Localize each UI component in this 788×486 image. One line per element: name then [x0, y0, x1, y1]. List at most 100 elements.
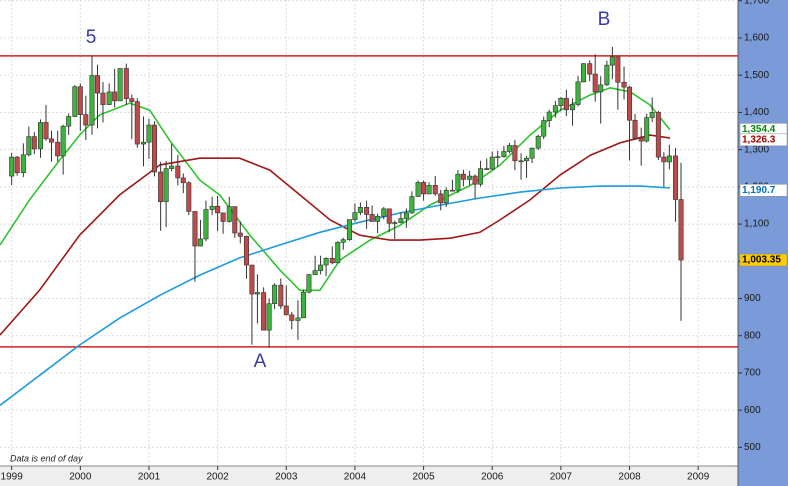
candle-body [129, 98, 135, 102]
x-tick-label: 2006 [481, 472, 504, 483]
candle-body [83, 114, 89, 126]
candle-body [237, 232, 243, 237]
x-tick-label: 2008 [618, 472, 641, 483]
candle-body [215, 205, 221, 214]
x-tick-label: 2004 [344, 472, 367, 483]
candle-body [381, 208, 387, 217]
y-tick-label: 1,100 [744, 219, 769, 230]
y-tick-label: 500 [744, 442, 761, 453]
candle-body [638, 137, 644, 142]
candle-body [346, 219, 352, 240]
candle-body [535, 135, 541, 149]
candle-body [140, 141, 146, 145]
candle-body [518, 160, 524, 163]
candle-body [421, 182, 427, 195]
last-value-label: 1,354.4 [742, 124, 776, 135]
candle-body [55, 141, 61, 157]
y-tick-label: 700 [744, 368, 761, 379]
candle-body [14, 156, 20, 174]
candle-body [627, 86, 633, 121]
candle-body [460, 173, 466, 180]
candle-body [604, 64, 610, 86]
candle-body [20, 154, 26, 174]
candle-body [232, 206, 238, 234]
candle-body [9, 156, 15, 177]
candle-body [403, 212, 409, 219]
candle-body [661, 156, 667, 163]
moving-average-line [0, 185, 671, 406]
last-value-box [739, 133, 788, 147]
candle-body [415, 182, 421, 197]
candle-body [340, 239, 346, 243]
candle-body [478, 168, 484, 185]
candle-body [72, 86, 78, 117]
candle-body [158, 171, 164, 203]
candle-body [48, 138, 54, 143]
last-value-label: 1,190.7 [742, 185, 776, 196]
candle-body [546, 111, 552, 121]
candle-body [60, 125, 66, 157]
candle-body [38, 122, 44, 150]
last-value-label: 1,003.35 [742, 255, 781, 266]
y-tick-label: 900 [744, 293, 761, 304]
x-tick-label: 2000 [69, 472, 92, 483]
candle-body [512, 145, 518, 162]
candle-body [295, 317, 301, 321]
candle-body [364, 207, 370, 215]
candle-body [100, 92, 106, 105]
candle-body [449, 189, 455, 192]
candle-body [180, 177, 186, 184]
candle-body [300, 291, 306, 319]
candle-body [123, 68, 129, 99]
candle-body [89, 75, 95, 126]
candle-body [77, 86, 83, 115]
candle-body [598, 84, 604, 93]
x-tick-label: 2001 [138, 472, 161, 483]
candle-body [563, 97, 569, 111]
plot-area [0, 0, 738, 466]
candle-body [283, 305, 289, 316]
candle-body [489, 156, 495, 170]
x-tick-label: 2009 [687, 472, 710, 483]
candle-body [621, 81, 627, 88]
candle-body [615, 56, 621, 83]
candle-body [163, 168, 169, 203]
candle-body [94, 75, 100, 94]
candle-body [552, 105, 558, 113]
candle-body [209, 205, 215, 210]
candle-body [266, 303, 272, 331]
x-tick-label: 2007 [550, 472, 573, 483]
candle-body [249, 264, 255, 295]
annotation: B [598, 9, 611, 30]
candle-body [112, 91, 118, 102]
candle-body [146, 124, 152, 143]
candle-body [323, 258, 329, 266]
candle-body [203, 209, 209, 240]
candle-body [678, 199, 684, 261]
candle-body [392, 222, 398, 224]
candle-body [117, 68, 123, 102]
candle-body [506, 145, 512, 152]
y-tick-label: 1,600 [744, 33, 769, 44]
candle-body [175, 165, 181, 179]
candle-body [352, 212, 358, 220]
last-value-box [739, 184, 788, 197]
candle-body [272, 284, 278, 305]
candle-body [649, 112, 655, 118]
candle-body [375, 215, 381, 222]
candle-body [197, 238, 203, 247]
candle-body [673, 155, 679, 200]
candle-body [666, 155, 672, 163]
annotation: 5 [86, 27, 97, 48]
candle-body [501, 151, 507, 157]
candle-body [357, 207, 363, 213]
candle-body [484, 168, 490, 170]
last-value-box [739, 253, 788, 267]
x-axis-panel [0, 466, 738, 486]
candle-body [558, 97, 564, 107]
candle-body [592, 73, 598, 93]
y-tick-label: 800 [744, 330, 761, 341]
candle-body [220, 212, 226, 222]
candle-body [186, 182, 192, 212]
candle-body [570, 104, 576, 111]
